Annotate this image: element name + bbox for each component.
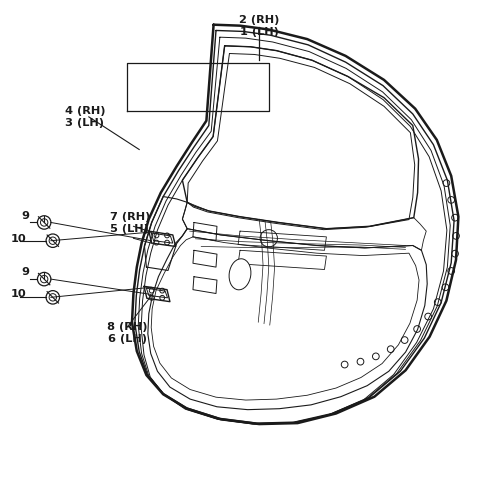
Text: 8 (RH)
6 (LH): 8 (RH) 6 (LH): [107, 322, 147, 344]
Text: 2 (RH)
1 (LH): 2 (RH) 1 (LH): [239, 15, 279, 37]
Text: 7 (RH)
5 (LH): 7 (RH) 5 (LH): [110, 212, 151, 234]
Text: 4 (RH)
3 (LH): 4 (RH) 3 (LH): [65, 106, 105, 128]
Text: 9: 9: [21, 211, 29, 221]
Text: 10: 10: [11, 234, 26, 244]
Ellipse shape: [229, 259, 251, 290]
Text: 9: 9: [21, 268, 29, 277]
Text: 10: 10: [11, 290, 26, 300]
